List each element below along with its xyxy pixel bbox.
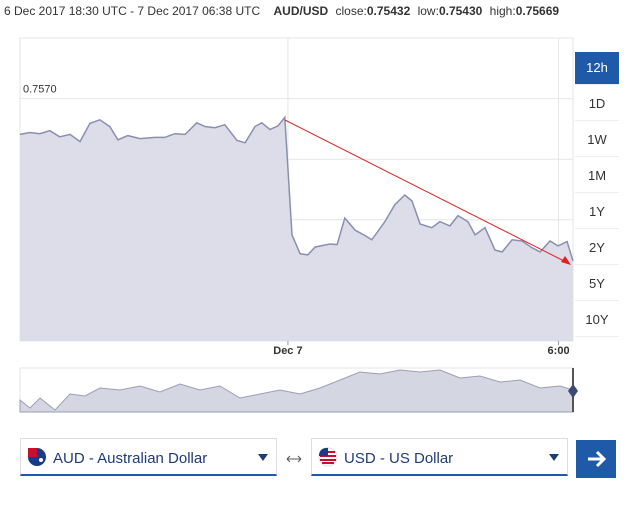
flag-us	[318, 447, 338, 467]
range-button[interactable]: 1W	[575, 124, 619, 157]
high-value: 0.75669	[516, 4, 560, 18]
range-button[interactable]: 12h	[575, 52, 619, 85]
trend-arrow	[284, 119, 567, 263]
navigator-area	[19, 369, 574, 413]
trend-arrow-head	[561, 256, 571, 265]
navigator-handle-grip[interactable]	[568, 384, 578, 398]
range-button[interactable]: 1D	[575, 88, 619, 121]
to-currency-select[interactable]: USD - US Dollar	[311, 438, 568, 476]
area	[20, 117, 573, 342]
pair: AUD/USD	[273, 4, 328, 18]
close-label: close:	[336, 4, 367, 18]
range-button[interactable]: 5Y	[575, 268, 619, 301]
low-label: low:	[418, 4, 439, 18]
chart: 6 Dec 2017 18:30 UTC - 7 Dec 2017 06:38 …	[4, 4, 578, 413]
to-currency: USD - US Dollar	[344, 450, 454, 467]
from-currency-select[interactable]: AUD - Australian Dollar	[20, 438, 277, 476]
x-tick-label: Dec 7	[273, 345, 302, 357]
from-currency: AUD - Australian Dollar	[53, 450, 208, 467]
dropdown-caret	[549, 454, 559, 461]
range-button[interactable]: 1Y	[575, 196, 619, 229]
range-button[interactable]: 1M	[575, 160, 619, 193]
line	[19, 115, 574, 262]
range-button[interactable]: 2Y	[575, 232, 619, 265]
range-button[interactable]: 10Y	[575, 304, 619, 337]
close-value: 0.75432	[367, 4, 411, 18]
swap-icon[interactable]	[286, 454, 302, 464]
flag-au	[28, 448, 46, 466]
arrow-icon	[588, 450, 607, 468]
x-tick-label: 6:00	[548, 345, 570, 357]
date-range: 6 Dec 2017 18:30 UTC - 7 Dec 2017 06:38 …	[4, 4, 260, 18]
header: 6 Dec 2017 18:30 UTC - 7 Dec 2017 06:38 …	[4, 4, 559, 18]
dropdown-caret	[258, 454, 268, 461]
high-label: high:	[490, 4, 516, 18]
convert-button[interactable]	[576, 440, 616, 478]
low-value: 0.75430	[439, 4, 483, 18]
y-tick-label: 0.7570	[23, 84, 57, 96]
